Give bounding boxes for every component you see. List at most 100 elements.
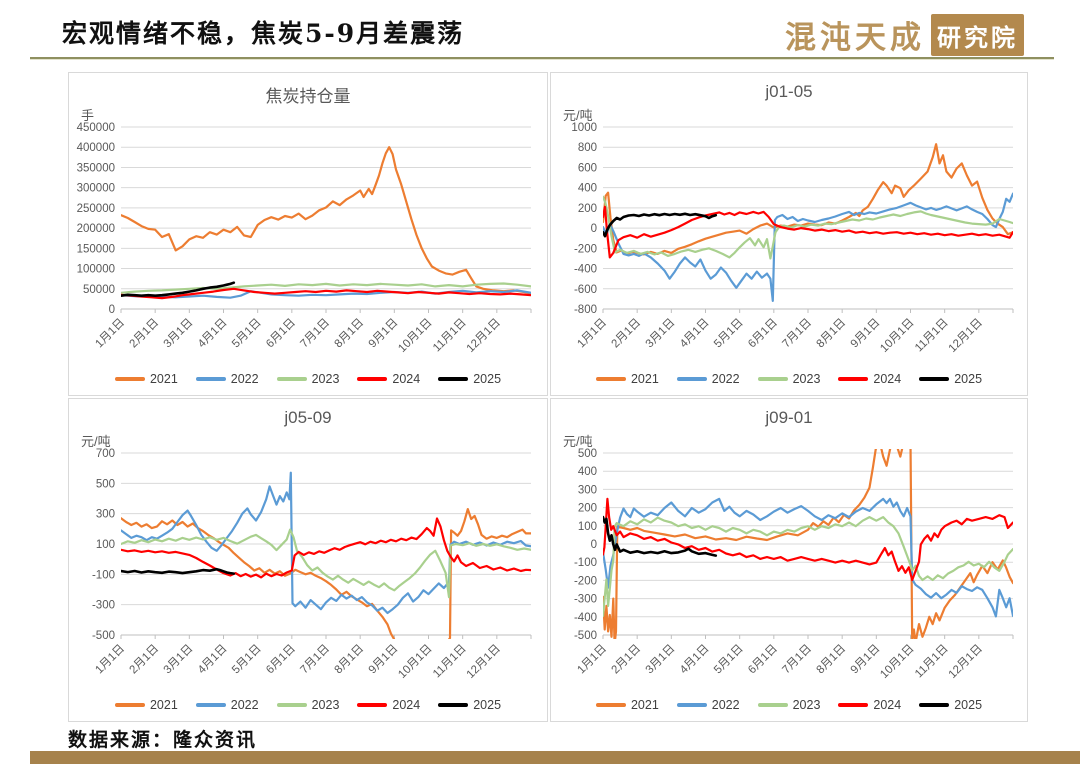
y-tick-label: 200000: [77, 223, 115, 235]
y-tick-label: 350000: [77, 162, 115, 174]
legend-label: 2023: [311, 698, 340, 712]
y-tick-label: -300: [574, 594, 597, 606]
legend-item: 2025: [919, 698, 982, 712]
x-tick-label: 11月1日: [431, 643, 469, 681]
legend-swatch: [114, 703, 145, 707]
x-tick-label: 5月1日: [230, 317, 264, 351]
y-tick-label: -500: [92, 630, 115, 642]
line-chart-j09-01: 500 400 300 200 100 0 -100 -200 -300 -400 -5001月1日…: [574, 448, 1014, 681]
legend-label: 2023: [792, 698, 821, 712]
y-tick-label: 600: [578, 162, 597, 174]
x-tick-label: 2月1日: [127, 643, 161, 677]
y-tick-label: 250000: [77, 203, 115, 215]
series-line-2022: [603, 192, 1013, 302]
legend-swatch: [195, 377, 226, 381]
legend-label: 2022: [230, 372, 259, 386]
y-axis-unit-label: 元/吨: [563, 108, 593, 123]
line-chart-open-interest: 450000 400000 350000 300000 250000 200000 1500…: [77, 122, 532, 355]
legend-label: 2023: [311, 372, 340, 386]
series-line-2021: [603, 143, 1013, 256]
legend-swatch: [919, 377, 950, 381]
legend-item: 2024: [357, 372, 420, 386]
legend-label: 2022: [230, 698, 259, 712]
series-line-2023: [603, 515, 1013, 617]
legend-label: 2021: [630, 698, 659, 712]
data-source: 数据来源：隆众资讯: [68, 729, 258, 751]
brand-logo: 混沌天成 研究院: [785, 12, 1024, 57]
chart-title: j09-01: [765, 408, 813, 427]
x-tick-label: 6月1日: [746, 643, 780, 677]
y-tick-label: -200: [574, 575, 597, 587]
x-tick-label: 4月1日: [678, 317, 712, 351]
x-tick-label: 3月1日: [644, 317, 678, 351]
chart-panel-j09-01: j09-01 元/吨 500 400 300 200 100 0 -100 -200 -300 -…: [550, 398, 1028, 722]
series-line-2022: [603, 497, 1013, 618]
x-tick-label: 12月1日: [465, 643, 503, 681]
y-axis-unit-label: 手: [81, 108, 95, 123]
legend-swatch: [676, 703, 707, 707]
brand-logo-text: 混沌天成: [785, 20, 925, 56]
y-tick-label: 500: [578, 448, 597, 460]
series-line-2025: [121, 281, 236, 297]
x-tick-label: 1月1日: [575, 317, 609, 351]
x-tick-label: 11月1日: [431, 317, 469, 355]
series-line-2023: [603, 195, 1013, 260]
y-axis-unit-label: 元/吨: [563, 434, 593, 449]
series-line-2023: [121, 282, 531, 294]
series-line-2022: [121, 289, 531, 299]
y-tick-label: 300: [96, 509, 115, 521]
legend-swatch: [595, 703, 626, 707]
series-line-2025: [603, 515, 718, 557]
y-tick-label: 300: [578, 484, 597, 496]
y-tick-label: 100: [578, 521, 597, 533]
y-tick-label: 450000: [77, 122, 115, 134]
series-line-2021: [603, 449, 1013, 639]
legend-label: 2021: [149, 372, 178, 386]
chart-title: j01-05: [765, 82, 813, 101]
legend-label: 2024: [873, 372, 902, 386]
chart-panel-open-interest: 焦炭持仓量 手 450000 400000 350000 300000 250000 20…: [68, 72, 548, 396]
page-title: 宏观情绪不稳，焦炭5-9月差震荡: [62, 19, 465, 48]
y-tick-label: -100: [574, 557, 597, 569]
x-tick-label: 8月1日: [332, 643, 366, 677]
legend-swatch: [276, 703, 307, 707]
x-tick-label: 12月1日: [947, 317, 985, 355]
y-tick-label: 400000: [77, 142, 115, 154]
y-tick-label: 200: [578, 503, 597, 515]
x-tick-label: 1月1日: [575, 643, 609, 677]
x-tick-label: 12月1日: [947, 643, 985, 681]
x-tick-label: 4月1日: [196, 643, 230, 677]
x-tick-label: 2月1日: [609, 317, 643, 351]
legend-label: 2025: [473, 372, 502, 386]
x-tick-label: 2月1日: [127, 317, 161, 351]
legend-item: 2022: [676, 372, 740, 386]
legend-item: 2022: [195, 698, 259, 712]
x-tick-label: 2月1日: [609, 643, 643, 677]
legend-swatch: [919, 703, 950, 707]
footer-bar: [30, 751, 1080, 764]
x-tick-label: 10月1日: [396, 643, 434, 681]
y-tick-label: 500: [96, 478, 115, 490]
x-tick-label: 1月1日: [93, 317, 127, 351]
x-tick-label: 10月1日: [878, 643, 916, 681]
legend-item: 2023: [276, 372, 340, 386]
legend-item: 2022: [195, 372, 259, 386]
y-axis-unit-label: 元/吨: [81, 434, 111, 449]
legend-label: 2024: [873, 698, 902, 712]
y-tick-label: -300: [92, 600, 115, 612]
y-tick-label: -100: [92, 569, 115, 581]
legend-swatch: [757, 703, 788, 707]
x-tick-label: 7月1日: [780, 317, 814, 351]
legend-item: 2025: [438, 698, 501, 712]
legend-label: 2025: [954, 372, 983, 386]
x-tick-label: 7月1日: [298, 643, 332, 677]
chart-title: j05-09: [284, 408, 332, 427]
x-tick-label: 11月1日: [913, 643, 951, 681]
legend-item: 2024: [357, 698, 420, 712]
y-tick-label: 0: [591, 539, 597, 551]
y-tick-label: -200: [574, 243, 597, 255]
legend-item: 2024: [838, 698, 901, 712]
x-tick-label: 4月1日: [678, 643, 712, 677]
